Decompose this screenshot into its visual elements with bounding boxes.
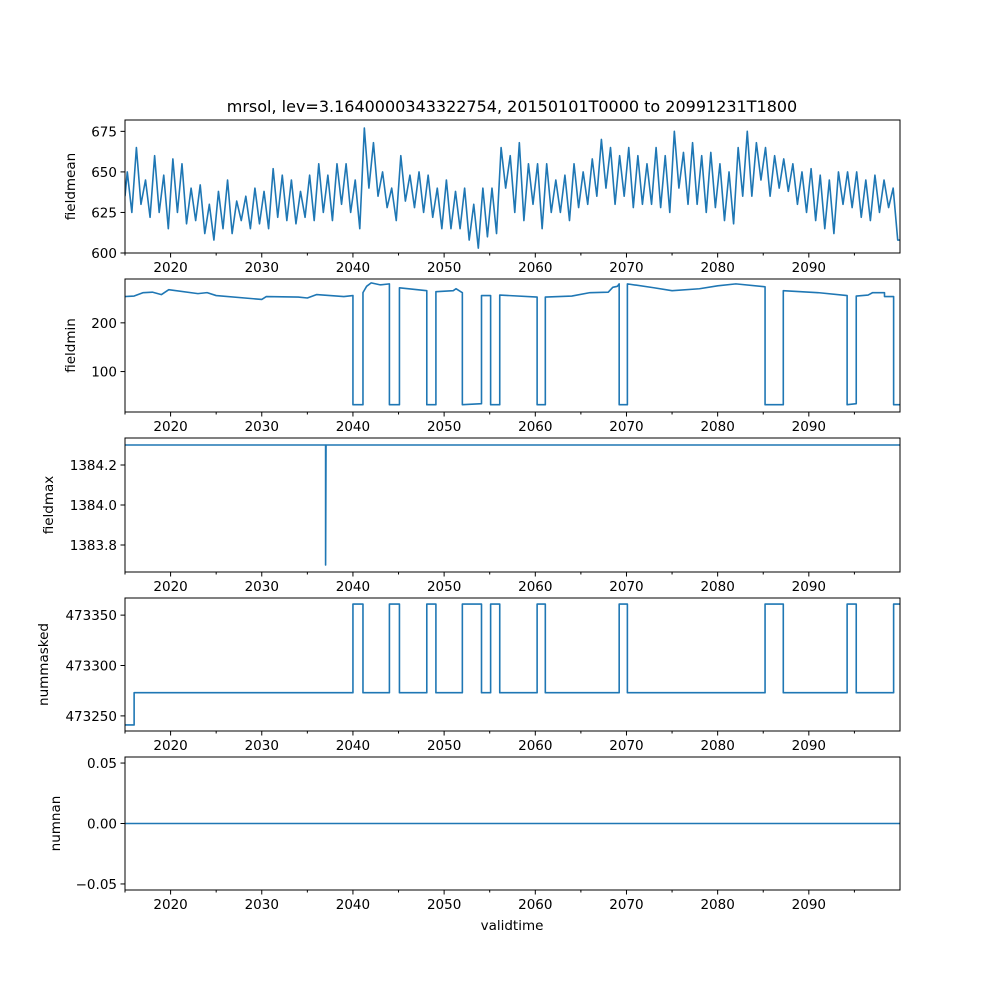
- x-tick-label: 2080: [700, 260, 734, 276]
- y-axis-label: numnan: [48, 796, 64, 852]
- y-tick-label: 0.05: [87, 756, 117, 772]
- x-tick-label: 2020: [153, 579, 187, 595]
- panel-fieldmean: 2020 2030 2040 2050 2060 2070 2080 2090 600 625 65…: [63, 119, 901, 276]
- y-tick-label: 200: [91, 316, 117, 332]
- fieldmean-series-line: [125, 127, 900, 249]
- x-tick-label: 2070: [609, 260, 643, 276]
- x-tick-label: 2020: [153, 897, 187, 913]
- fieldmin-axes-frame: [124, 278, 901, 413]
- x-tick-label: 2040: [336, 897, 370, 913]
- x-tick-label: 2040: [336, 738, 370, 754]
- y-tick-label: −0.05: [76, 877, 117, 893]
- x-tick-label: 2050: [427, 419, 461, 435]
- y-axis-label: fieldmax: [41, 476, 57, 535]
- x-tick-label: 2090: [792, 579, 826, 595]
- x-tick-label: 2030: [245, 897, 279, 913]
- x-tick-label: 2030: [245, 419, 279, 435]
- x-tick-label: 2050: [427, 897, 461, 913]
- y-tick-label: 1384.0: [70, 498, 117, 514]
- y-tick-label: 473350: [65, 608, 117, 624]
- x-tick-label: 2090: [792, 419, 826, 435]
- panel-fieldmax: 2020 2030 2040 2050 2060 2070 2080 2090 1383.8 13…: [41, 437, 901, 595]
- x-tick-label: 2070: [609, 579, 643, 595]
- panel-fieldmin: 2020 2030 2040 2050 2060 2070 2080 2090 100 200 fi…: [63, 278, 901, 435]
- x-tick-label: 2030: [245, 579, 279, 595]
- x-tick-label: 2070: [609, 738, 643, 754]
- y-tick-label: 473300: [65, 659, 117, 675]
- x-tick-label: 2080: [700, 738, 734, 754]
- x-tick-label: 2090: [792, 897, 826, 913]
- x-tick-label: 2020: [153, 260, 187, 276]
- x-tick-label: 2060: [518, 419, 552, 435]
- x-tick-label: 2040: [336, 419, 370, 435]
- x-tick-label: 2060: [518, 260, 552, 276]
- x-tick-label: 2060: [518, 897, 552, 913]
- fieldmax-axes-frame: [124, 437, 901, 573]
- y-tick-label: 600: [91, 246, 117, 262]
- x-tick-label: 2020: [153, 738, 187, 754]
- panel-nummasked: 2020 2030 2040 2050 2060 2070 2080 2090 473250 47…: [36, 597, 901, 754]
- fieldmax-series-line: [125, 444, 900, 566]
- fieldmin-series-line: [125, 282, 900, 406]
- x-tick-label: 2080: [700, 579, 734, 595]
- y-axis-label: fieldmean: [63, 153, 79, 220]
- x-axis-label: validtime: [481, 918, 544, 934]
- y-tick-label: 473250: [65, 709, 117, 725]
- x-tick-label: 2060: [518, 738, 552, 754]
- chart-title: mrsol, lev=3.1640000343322754, 20150101T…: [227, 97, 797, 116]
- y-tick-label: 1384.2: [70, 458, 117, 474]
- y-tick-label: 0.00: [87, 817, 117, 833]
- y-axis-label: fieldmin: [63, 318, 79, 373]
- x-tick-label: 2030: [245, 738, 279, 754]
- nummasked-series-line: [125, 603, 900, 726]
- x-tick-label: 2020: [153, 419, 187, 435]
- x-tick-label: 2040: [336, 260, 370, 276]
- y-tick-label: 625: [91, 205, 117, 221]
- x-tick-label: 2050: [427, 579, 461, 595]
- y-tick-label: 100: [91, 365, 117, 381]
- nummasked-axes-frame: [124, 597, 901, 732]
- y-tick-label: 650: [91, 165, 117, 181]
- x-tick-label: 2030: [245, 260, 279, 276]
- x-tick-label: 2070: [609, 419, 643, 435]
- x-tick-label: 2070: [609, 897, 643, 913]
- x-tick-label: 2060: [518, 579, 552, 595]
- fieldmean-axes-frame: [124, 119, 901, 254]
- x-tick-label: 2040: [336, 579, 370, 595]
- x-tick-label: 2080: [700, 897, 734, 913]
- y-axis-label: nummasked: [36, 623, 52, 706]
- x-tick-label: 2090: [792, 260, 826, 276]
- x-tick-label: 2050: [427, 260, 461, 276]
- y-tick-label: 1383.8: [70, 538, 117, 554]
- panel-numnan: 2020 2030 2040 2050 2060 2070 2080 2090 −0.05 0.0…: [48, 756, 901, 913]
- x-tick-label: 2090: [792, 738, 826, 754]
- x-tick-label: 2080: [700, 419, 734, 435]
- x-tick-label: 2050: [427, 738, 461, 754]
- y-tick-label: 675: [91, 124, 117, 140]
